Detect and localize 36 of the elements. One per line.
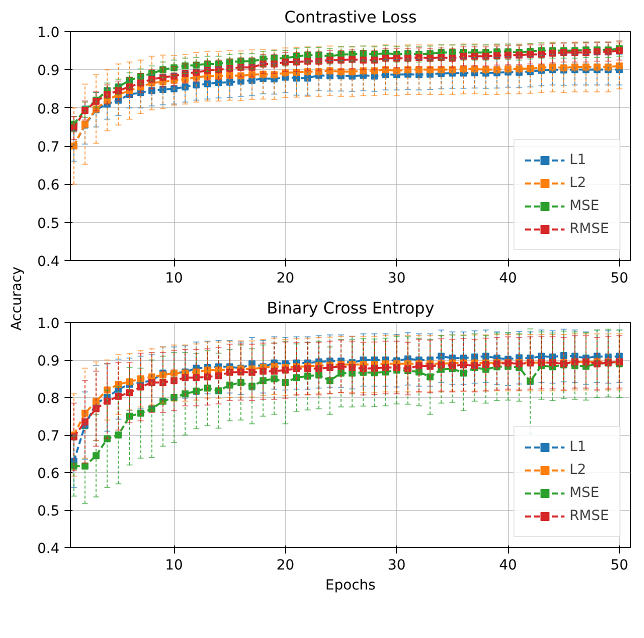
legend-label: RMSE <box>569 221 609 237</box>
x-tick-label: 40 <box>499 270 517 286</box>
legend-label: L1 <box>569 439 588 455</box>
chart-title: Binary Cross Entropy <box>266 298 434 318</box>
y-tick-label: 0.9 <box>37 63 60 80</box>
x-tick-label: 10 <box>165 558 183 574</box>
chart-title: Contrastive Loss <box>284 8 417 26</box>
x-tick-label: 40 <box>499 558 517 574</box>
y-tick-label: 0.4 <box>37 254 60 270</box>
y-tick-label: 0.6 <box>37 178 60 194</box>
y-axis-title: Accuracy <box>9 266 25 330</box>
y-tick-label: 0.9 <box>37 354 60 370</box>
y-tick-label: 0.5 <box>37 216 60 232</box>
x-axis-title: Epochs <box>325 578 376 594</box>
x-tick-label: 10 <box>165 270 183 286</box>
legend-label: L1 <box>569 152 588 168</box>
x-tick-label: 20 <box>276 270 294 286</box>
y-tick-label: 1.0 <box>37 25 60 41</box>
y-tick-label: 0.8 <box>37 101 60 118</box>
x-tick-label: 30 <box>388 558 406 574</box>
x-tick-label: 50 <box>610 558 628 574</box>
legend-label: MSE <box>569 485 600 501</box>
y-tick-label: 0.4 <box>37 541 60 557</box>
y-tick-label: 0.7 <box>37 140 60 156</box>
x-tick-label: 50 <box>610 270 628 286</box>
legend-label: L2 <box>569 462 588 478</box>
y-tick-label: 0.5 <box>37 504 60 520</box>
y-tick-label: 0.7 <box>37 428 60 444</box>
y-tick-label: 1.0 <box>37 316 60 332</box>
y-tick-label: 0.8 <box>37 391 60 407</box>
legend-label: L2 <box>569 175 588 191</box>
legend-label: MSE <box>569 198 600 214</box>
x-tick-label: 30 <box>388 270 406 286</box>
legend-label: RMSE <box>569 508 609 524</box>
y-tick-label: 0.6 <box>37 466 60 482</box>
x-tick-label: 20 <box>276 558 294 574</box>
